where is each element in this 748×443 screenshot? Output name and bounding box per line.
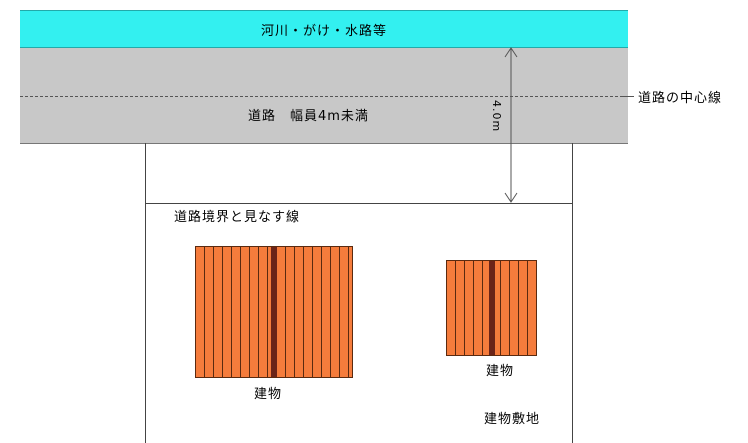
- road-label: 道路 幅員4m未満: [248, 109, 369, 124]
- road-centerline: [20, 96, 628, 97]
- building-site-outline: [145, 143, 573, 443]
- centerline-leader: [622, 96, 634, 97]
- building-1: [195, 246, 353, 378]
- site-label: 建物敷地: [484, 412, 541, 427]
- building-1-label: 建物: [254, 387, 283, 402]
- boundary-label: 道路境界と見なす線: [174, 210, 301, 225]
- building-1-core: [271, 247, 277, 377]
- centerline-label: 道路の中心線: [638, 91, 723, 106]
- river-label: 河川・がけ・水路等: [260, 23, 387, 39]
- building-2: [446, 260, 537, 356]
- building-2-core: [489, 261, 495, 355]
- building-2-label: 建物: [486, 364, 515, 379]
- dimension-label: 4.0m: [490, 100, 503, 133]
- deemed-road-boundary-line: [145, 203, 572, 204]
- river-cliff-waterway-band: 河川・がけ・水路等: [20, 10, 628, 48]
